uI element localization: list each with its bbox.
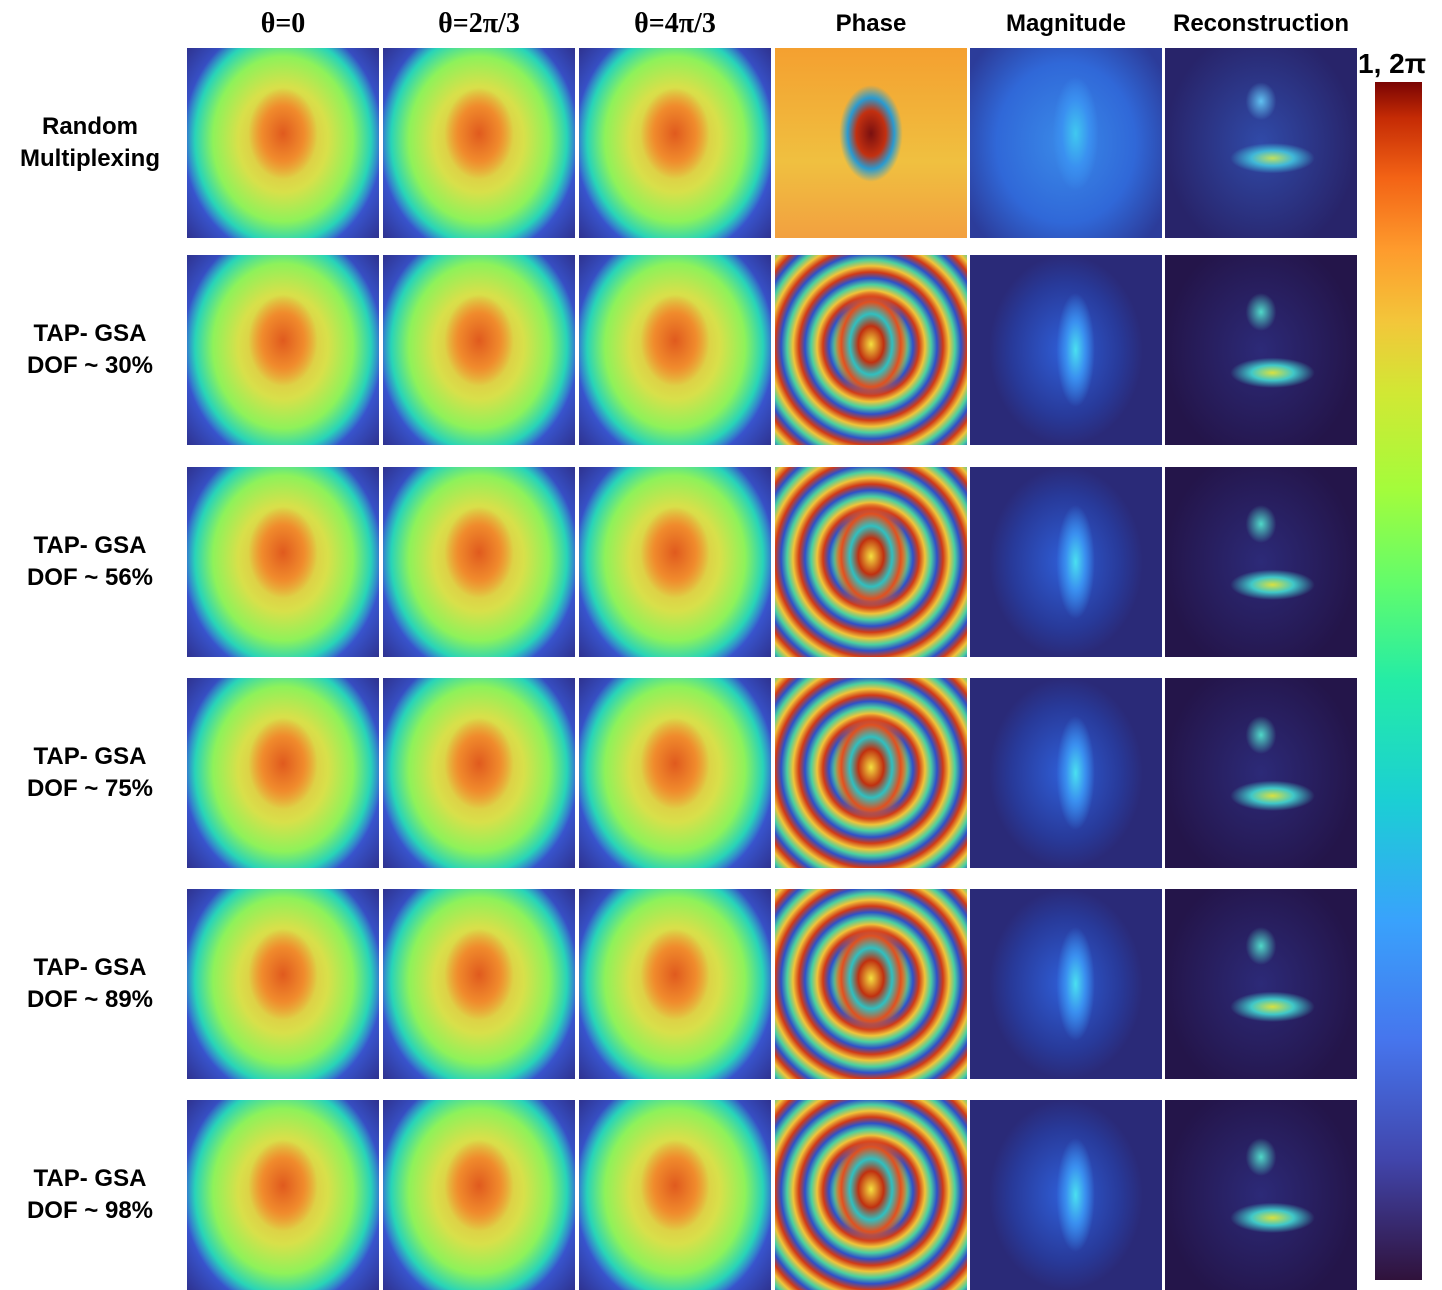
row-label-line: TAP- GSA bbox=[0, 1163, 180, 1195]
column-header: θ=4π/3 bbox=[579, 8, 771, 40]
column-header: θ=2π/3 bbox=[383, 8, 575, 40]
row-label-line: Multiplexing bbox=[0, 143, 180, 175]
image-panel bbox=[579, 678, 771, 868]
image-panel bbox=[1165, 48, 1357, 238]
image-panel bbox=[187, 255, 379, 445]
image-panel bbox=[383, 48, 575, 238]
column-header: Reconstruction bbox=[1165, 10, 1357, 38]
image-panel bbox=[1165, 1100, 1357, 1290]
image-panel bbox=[775, 48, 967, 238]
row-label-line: DOF ~ 98% bbox=[0, 1195, 180, 1227]
image-panel bbox=[970, 467, 1162, 657]
image-panel bbox=[187, 48, 379, 238]
image-panel bbox=[970, 889, 1162, 1079]
image-panel bbox=[775, 889, 967, 1079]
column-header: Phase bbox=[775, 10, 967, 38]
colorbar bbox=[1375, 82, 1422, 1280]
row-label-line: TAP- GSA bbox=[0, 318, 180, 350]
image-panel bbox=[1165, 255, 1357, 445]
image-panel bbox=[775, 255, 967, 445]
image-panel bbox=[970, 678, 1162, 868]
row-label-line: Random bbox=[0, 111, 180, 143]
image-panel bbox=[383, 255, 575, 445]
row-label-line: TAP- GSA bbox=[0, 952, 180, 984]
image-panel bbox=[1165, 467, 1357, 657]
image-panel bbox=[579, 467, 771, 657]
image-panel bbox=[187, 678, 379, 868]
row-label-line: DOF ~ 75% bbox=[0, 773, 180, 805]
image-panel bbox=[579, 255, 771, 445]
image-panel bbox=[187, 889, 379, 1079]
image-panel bbox=[1165, 889, 1357, 1079]
image-panel bbox=[775, 1100, 967, 1290]
image-panel bbox=[187, 467, 379, 657]
colorbar-label: 1, 2π bbox=[1358, 48, 1426, 80]
column-header: Magnitude bbox=[970, 10, 1162, 38]
row-label-line: TAP- GSA bbox=[0, 530, 180, 562]
image-panel bbox=[187, 1100, 379, 1290]
image-panel bbox=[970, 1100, 1162, 1290]
image-panel bbox=[579, 1100, 771, 1290]
image-panel bbox=[383, 678, 575, 868]
image-panel bbox=[970, 48, 1162, 238]
image-panel bbox=[1165, 678, 1357, 868]
row-label-line: DOF ~ 89% bbox=[0, 984, 180, 1016]
figure: 1, 2π θ=0θ=2π/3θ=4π/3PhaseMagnitudeRecon… bbox=[0, 0, 1442, 1289]
image-panel bbox=[383, 467, 575, 657]
image-panel bbox=[579, 48, 771, 238]
row-label-line: TAP- GSA bbox=[0, 741, 180, 773]
row-label-line: DOF ~ 56% bbox=[0, 562, 180, 594]
image-panel bbox=[775, 467, 967, 657]
image-panel bbox=[579, 889, 771, 1079]
row-label-line: DOF ~ 30% bbox=[0, 350, 180, 382]
image-panel bbox=[383, 889, 575, 1079]
image-panel bbox=[383, 1100, 575, 1290]
column-header: θ=0 bbox=[187, 8, 379, 40]
image-panel bbox=[775, 678, 967, 868]
image-panel bbox=[970, 255, 1162, 445]
